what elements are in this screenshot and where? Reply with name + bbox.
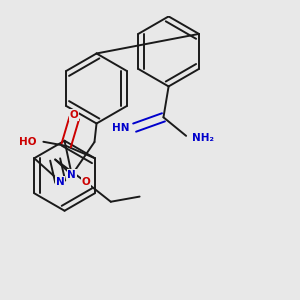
Text: N: N — [68, 170, 76, 180]
Text: HN: HN — [112, 123, 130, 133]
Text: HO: HO — [19, 137, 36, 147]
Text: O: O — [70, 110, 79, 120]
Text: NH₂: NH₂ — [192, 133, 214, 143]
Text: O: O — [82, 177, 90, 187]
Text: N: N — [56, 177, 64, 187]
